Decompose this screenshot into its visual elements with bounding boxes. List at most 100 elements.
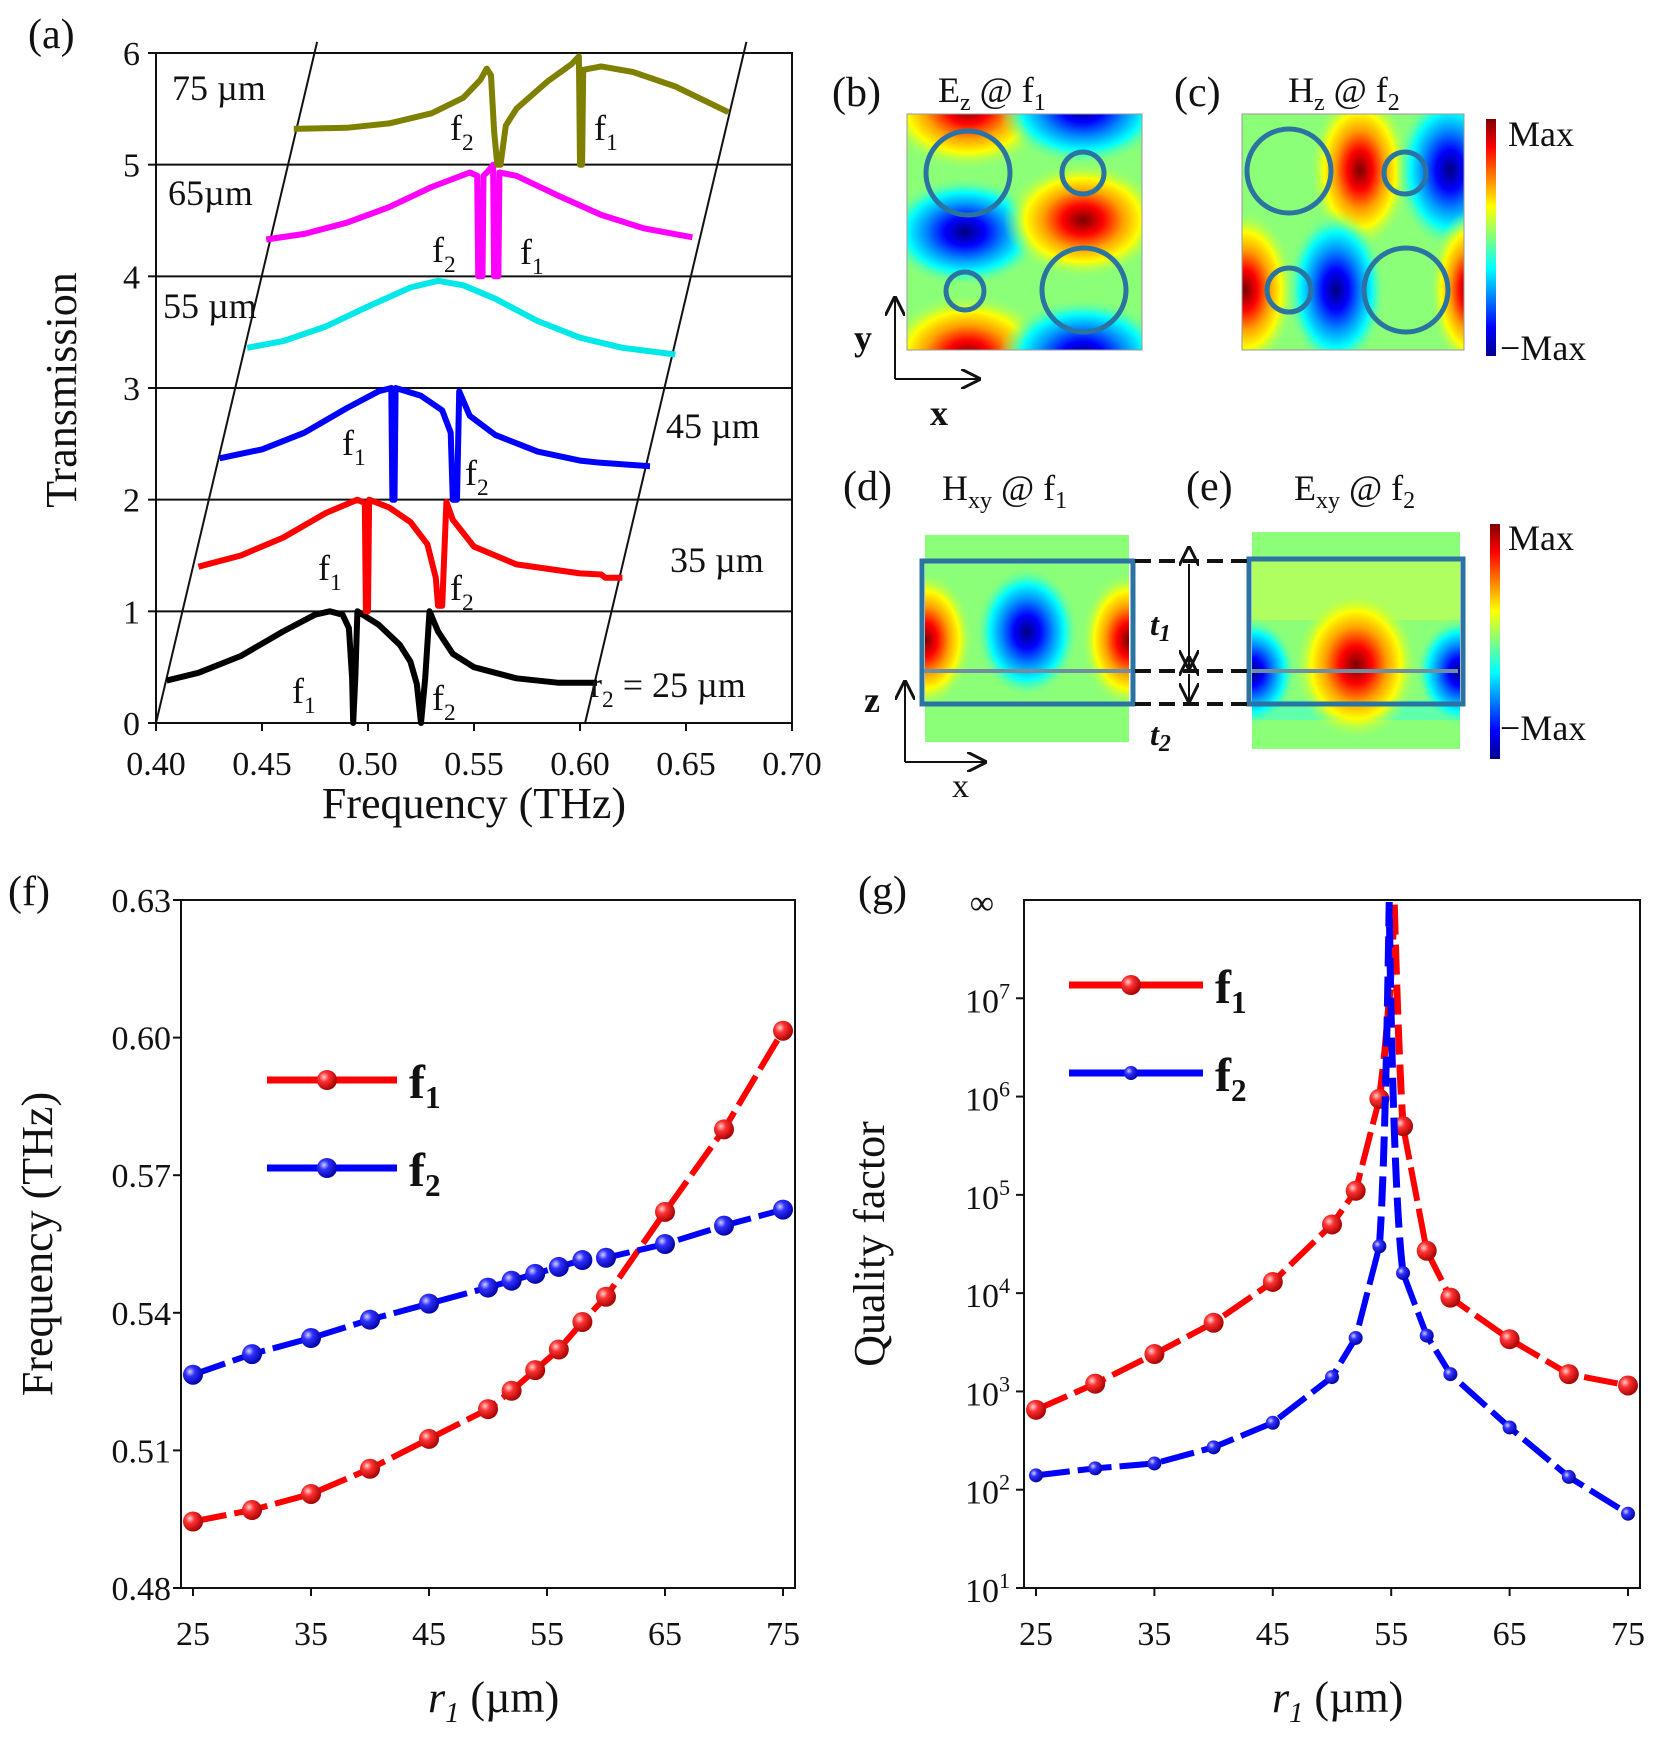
- divergence-line: [1375, 901, 1407, 1274]
- data-point: [501, 1270, 522, 1291]
- data-point: [360, 1309, 380, 1330]
- x-tick-label: 0.60: [550, 746, 610, 783]
- y-tick-label: 105: [965, 1175, 1010, 1217]
- transmission-curve: [197, 496, 623, 615]
- transmission-curve: [293, 53, 730, 168]
- t2-label: t2: [1150, 716, 1171, 757]
- panel-label-a: (a): [28, 12, 75, 58]
- data-point: [1325, 1370, 1339, 1385]
- data-point: [1419, 1328, 1434, 1343]
- curve-label-sub: 2: [602, 687, 614, 713]
- curve-label: 55 µm: [163, 286, 257, 326]
- chart-transmission: 0.40 0.45 0.50 0.55 0.60 0.65 0.70 0 1 2 3 4 5 6 Frequ…: [37, 36, 822, 828]
- transmission-curve: [165, 608, 597, 726]
- map-title-d: Hxy @ f1: [942, 468, 1067, 514]
- data-point: [1147, 1456, 1162, 1471]
- resonance-label: f2: [450, 108, 474, 156]
- data-point: [1029, 1468, 1043, 1483]
- map-border: [1241, 113, 1465, 351]
- x-tick-label: 0.55: [444, 746, 504, 783]
- data-point: [1621, 1506, 1635, 1521]
- y-tick-label: 4: [123, 259, 140, 296]
- x-tick-label: 25: [176, 1616, 210, 1653]
- transmission-curve: [218, 385, 651, 503]
- legend-label-sub: 2: [1231, 1073, 1247, 1108]
- y-tick-label: 0.54: [112, 1296, 172, 1333]
- data-point: [360, 1458, 380, 1479]
- data-point: [1265, 1415, 1280, 1430]
- panel-label-g: (g): [858, 869, 907, 915]
- x-axis-title: Frequency (THz): [322, 779, 626, 828]
- data-point: [596, 1286, 616, 1307]
- map-title-e: Exy @ f2: [1294, 468, 1415, 514]
- x-tick-label: 45: [412, 1616, 446, 1653]
- x-axis-title-rest: (µm): [1303, 1673, 1403, 1722]
- y-tick-exponent: 5: [999, 1175, 1010, 1200]
- y-tick-exponent: 2: [999, 1470, 1010, 1495]
- y-tick-label: 103: [965, 1371, 1010, 1413]
- y-tick-label: 104: [965, 1273, 1010, 1315]
- resonance-label-main: f: [318, 548, 330, 588]
- colorbar-bottom: [1490, 524, 1500, 759]
- y-tick-label: 3: [123, 371, 140, 408]
- series-line: [1034, 1098, 1383, 1413]
- data-point: [1203, 1312, 1224, 1333]
- legend-label-main: f: [1215, 1049, 1232, 1102]
- legend-marker: [317, 1158, 337, 1178]
- map-title-c: Hz @ f2: [1288, 70, 1400, 116]
- y-tick-label: 1: [123, 594, 140, 631]
- resonance-label: f2: [432, 678, 456, 726]
- x-tick-label: 55: [1374, 1616, 1408, 1653]
- legend-label-sub: 2: [425, 1168, 441, 1203]
- x-axis-title-rest: (µm): [459, 1673, 559, 1722]
- data-point: [1618, 1375, 1638, 1396]
- y-tick-label: 0.57: [112, 1158, 172, 1195]
- colorbar-min-label: −Max: [1500, 328, 1586, 368]
- x-tick-label: 0.65: [656, 746, 716, 783]
- y-tick-base: 10: [965, 1082, 999, 1119]
- data-point: [572, 1311, 593, 1332]
- y-axis-title: Frequency (THz): [13, 1092, 62, 1396]
- data-point: [1144, 1344, 1165, 1365]
- y-tick-label: 102: [965, 1470, 1010, 1512]
- resonance-label-main: f: [465, 453, 477, 493]
- data-point: [1206, 1440, 1221, 1455]
- y-axis-title: Quality factor: [845, 1121, 894, 1367]
- legend-label: f1: [409, 1056, 441, 1115]
- y-tick-base: 10: [965, 1376, 999, 1413]
- panel-label-b: (b): [832, 70, 881, 116]
- data-point: [1393, 1116, 1414, 1137]
- resonance-label-sub: 2: [444, 252, 456, 278]
- data-point: [1440, 1287, 1461, 1308]
- resonance-label-sub: 1: [532, 254, 544, 280]
- plot-frame: [180, 899, 796, 1589]
- data-point: [655, 1234, 675, 1254]
- x-tick-label: 35: [294, 1616, 328, 1653]
- resonance-label: f2: [450, 568, 474, 616]
- curve-label: 65µm: [168, 173, 253, 213]
- y-top-infinity-label: ∞: [970, 885, 994, 922]
- data-point: [501, 1380, 522, 1401]
- data-point: [714, 1215, 734, 1236]
- x-axis-label: x: [952, 768, 969, 805]
- resonance-label: f1: [318, 548, 342, 596]
- y-tick-label: 0.60: [112, 1021, 172, 1058]
- series-line: [192, 1206, 784, 1378]
- panel-label-f: (f): [8, 869, 50, 915]
- x-axis-title-sub: 1: [1289, 1698, 1303, 1729]
- field-map-ez-f1: [907, 114, 1142, 350]
- z-axis-label: z: [864, 680, 880, 720]
- y-tick-exponent: 4: [999, 1273, 1010, 1298]
- curve-label: 45 µm: [666, 406, 760, 446]
- resonance-label-main: f: [432, 678, 444, 718]
- y-tick-exponent: 3: [999, 1371, 1010, 1396]
- colorbar-top: [1486, 119, 1496, 356]
- resonance-label: f1: [520, 232, 544, 280]
- data-point: [419, 1428, 439, 1449]
- x-tick-label: 55: [530, 1616, 564, 1653]
- data-point: [1348, 1330, 1363, 1345]
- x-axis-title-sub: 1: [445, 1698, 459, 1729]
- y-tick-base: 10: [965, 1180, 999, 1217]
- curve-label-main: 55 µm: [163, 286, 257, 326]
- curve-label: 75 µm: [172, 68, 266, 108]
